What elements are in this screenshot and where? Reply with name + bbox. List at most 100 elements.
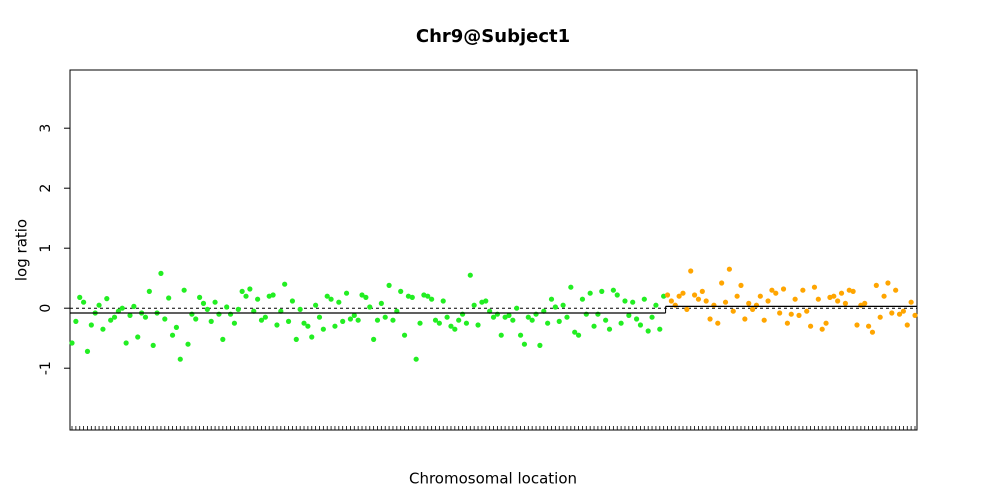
data-point (293, 336, 299, 342)
data-point (676, 293, 682, 299)
data-point (780, 286, 787, 292)
data-point (111, 314, 118, 320)
y-tick-label: 0 (38, 304, 54, 313)
data-point (734, 293, 740, 299)
data-point (158, 270, 164, 276)
data-point (131, 303, 137, 309)
data-point (873, 282, 879, 288)
data-point (695, 296, 702, 302)
data-point (506, 312, 512, 318)
data-point (432, 317, 439, 323)
data-point (84, 348, 91, 354)
data-point (664, 292, 671, 298)
data-point (104, 296, 110, 302)
data-point (603, 317, 609, 323)
data-point (239, 288, 245, 294)
data-point (166, 295, 172, 301)
data-point (297, 306, 303, 312)
data-point (862, 300, 868, 306)
data-point (169, 332, 176, 338)
data-point (591, 323, 597, 329)
data-point (378, 300, 384, 306)
data-point (262, 314, 268, 320)
data-point (896, 311, 903, 317)
data-point (568, 284, 574, 290)
data-point (645, 328, 651, 334)
data-point (459, 311, 466, 317)
data-point (618, 320, 624, 326)
data-point (328, 296, 334, 302)
data-point (409, 294, 415, 300)
data-point (142, 314, 149, 320)
data-point (599, 288, 605, 294)
data-point (494, 311, 500, 317)
y-tick-label: 1 (38, 244, 54, 253)
data-point (119, 305, 125, 311)
data-point (807, 323, 814, 329)
data-point (769, 287, 775, 293)
data-point (831, 293, 837, 299)
data-point (200, 300, 207, 306)
data-point (301, 320, 307, 326)
data-point (738, 282, 744, 288)
data-point (336, 299, 342, 305)
data-point (231, 320, 238, 326)
data-point (823, 320, 829, 326)
data-point (707, 316, 713, 322)
data-point (784, 320, 790, 326)
data-point (815, 296, 821, 302)
y-tick-label: 3 (38, 124, 54, 133)
data-point (811, 284, 818, 290)
data-point (216, 311, 222, 317)
data-point (181, 287, 187, 293)
data-point (247, 286, 253, 292)
data-point (444, 314, 450, 320)
data-point (483, 298, 489, 304)
data-point (390, 317, 396, 323)
data-point (529, 317, 535, 323)
data-point (77, 294, 83, 300)
data-point (545, 320, 551, 326)
data-point (189, 311, 195, 317)
data-point (788, 311, 794, 317)
data-point (560, 302, 566, 308)
data-point (417, 320, 423, 326)
data-point (456, 317, 462, 323)
data-point (313, 302, 319, 308)
data-point (688, 268, 694, 274)
data-point (699, 288, 705, 294)
data-point (838, 290, 845, 296)
data-point (641, 296, 647, 302)
data-point (548, 296, 555, 302)
data-point (533, 311, 539, 317)
data-point (243, 293, 249, 299)
data-point (332, 323, 338, 329)
data-point (649, 314, 655, 320)
data-point (96, 302, 102, 308)
data-point (765, 298, 771, 304)
data-point (672, 302, 678, 308)
data-point (212, 299, 218, 305)
data-point (606, 326, 613, 332)
data-point (614, 292, 620, 298)
data-point (401, 332, 408, 338)
data-point (413, 356, 419, 362)
x-axis-label: Chromosomal location (409, 470, 577, 488)
data-point (626, 312, 632, 318)
data-point (800, 287, 806, 293)
data-point (235, 306, 241, 312)
data-point (185, 341, 191, 347)
data-point (374, 317, 381, 323)
data-point (197, 294, 203, 300)
data-point (552, 304, 558, 310)
data-point (452, 326, 458, 332)
data-point (865, 323, 872, 329)
data-point (726, 266, 732, 272)
data-point (150, 342, 156, 348)
data-point (309, 334, 315, 340)
data-point (510, 317, 516, 323)
y-tick-label: -1 (38, 361, 54, 375)
data-point (220, 336, 226, 342)
data-point (193, 316, 199, 322)
data-point (657, 326, 663, 332)
